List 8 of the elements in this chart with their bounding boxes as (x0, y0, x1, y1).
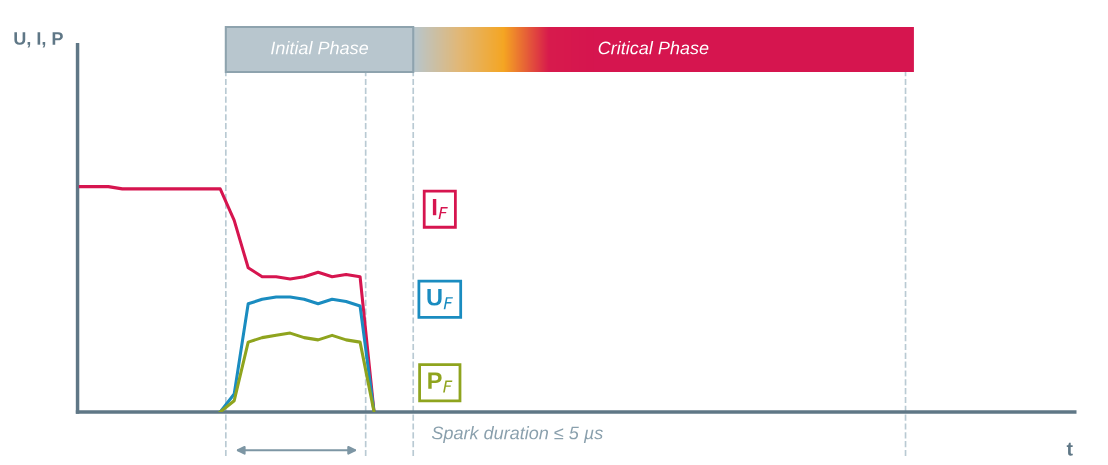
text: I$_{F}$ (432, 198, 448, 220)
x-axis-title: t (1066, 442, 1073, 456)
text: Critical Phase (598, 41, 709, 55)
text: Initial Phase (271, 41, 369, 55)
text: U, I, P (14, 32, 63, 48)
text: P$_{F}$ (428, 372, 453, 393)
text: U$_{F}$ (427, 289, 453, 310)
text: Spark duration ≤ 5 µs (431, 426, 603, 443)
